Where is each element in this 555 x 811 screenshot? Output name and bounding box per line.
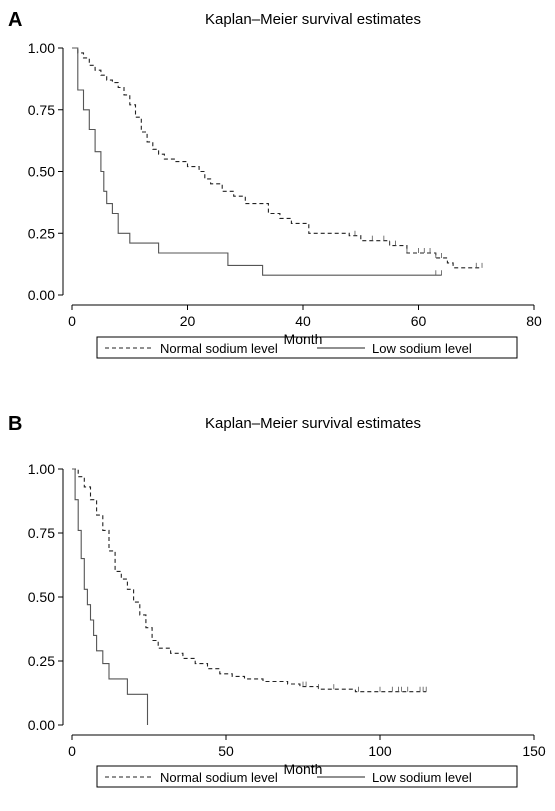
x-tick-label: 80: [526, 313, 542, 329]
legend-entry: Low sodium level: [372, 341, 472, 356]
x-tick-label: 50: [218, 743, 234, 759]
chart-title: Kaplan–Meier survival estimates: [205, 415, 421, 432]
series-line-normal-sodium: [72, 468, 427, 693]
series-line-low-sodium: [72, 468, 149, 725]
legend-box: [96, 336, 518, 359]
legend-entry: Low sodium level: [372, 770, 472, 785]
y-tick-label: 0.25: [28, 653, 55, 669]
legend-entry: Normal sodium level: [160, 770, 278, 785]
y-tick-label: 0.00: [28, 287, 55, 303]
panel-label: B: [8, 413, 22, 435]
legend: Normal sodium level Low sodium level: [96, 336, 518, 359]
x-tick-label: 40: [295, 313, 311, 329]
y-tick-label: 1.00: [28, 40, 55, 56]
legend: Normal sodium level Low sodium level: [96, 765, 518, 788]
x-axis-label: Month: [284, 331, 323, 347]
x-tick-label: 20: [180, 313, 196, 329]
y-tick-label: 1.00: [28, 461, 55, 477]
chart-title: Kaplan–Meier survival estimates: [205, 11, 421, 28]
y-tick-label: 0.75: [28, 102, 55, 118]
y-tick-label: 0.50: [28, 164, 55, 180]
x-tick-label: 60: [411, 313, 427, 329]
x-axis-label: Month: [284, 761, 323, 777]
chart-panel-a: A Kaplan–Meier survival estimates 0.00 0.25…: [8, 9, 542, 359]
x-tick-label: 0: [68, 313, 76, 329]
y-tick-label: 0.00: [28, 717, 55, 733]
x-tick-label: 150: [522, 743, 546, 759]
series-line-normal-sodium: [72, 47, 482, 269]
x-tick-label: 0: [68, 743, 76, 759]
y-tick-label: 0.75: [28, 525, 55, 541]
panel-label: A: [8, 9, 22, 31]
x-tick-label: 100: [368, 743, 392, 759]
chart-panel-b: B Kaplan–Meier survival estimates 0.00 0.25…: [8, 413, 546, 788]
y-tick-label: 0.25: [28, 225, 55, 241]
legend-entry: Normal sodium level: [160, 341, 278, 356]
legend-box: [96, 765, 518, 788]
y-tick-label: 0.50: [28, 589, 55, 605]
series-line-low-sodium: [72, 47, 442, 276]
